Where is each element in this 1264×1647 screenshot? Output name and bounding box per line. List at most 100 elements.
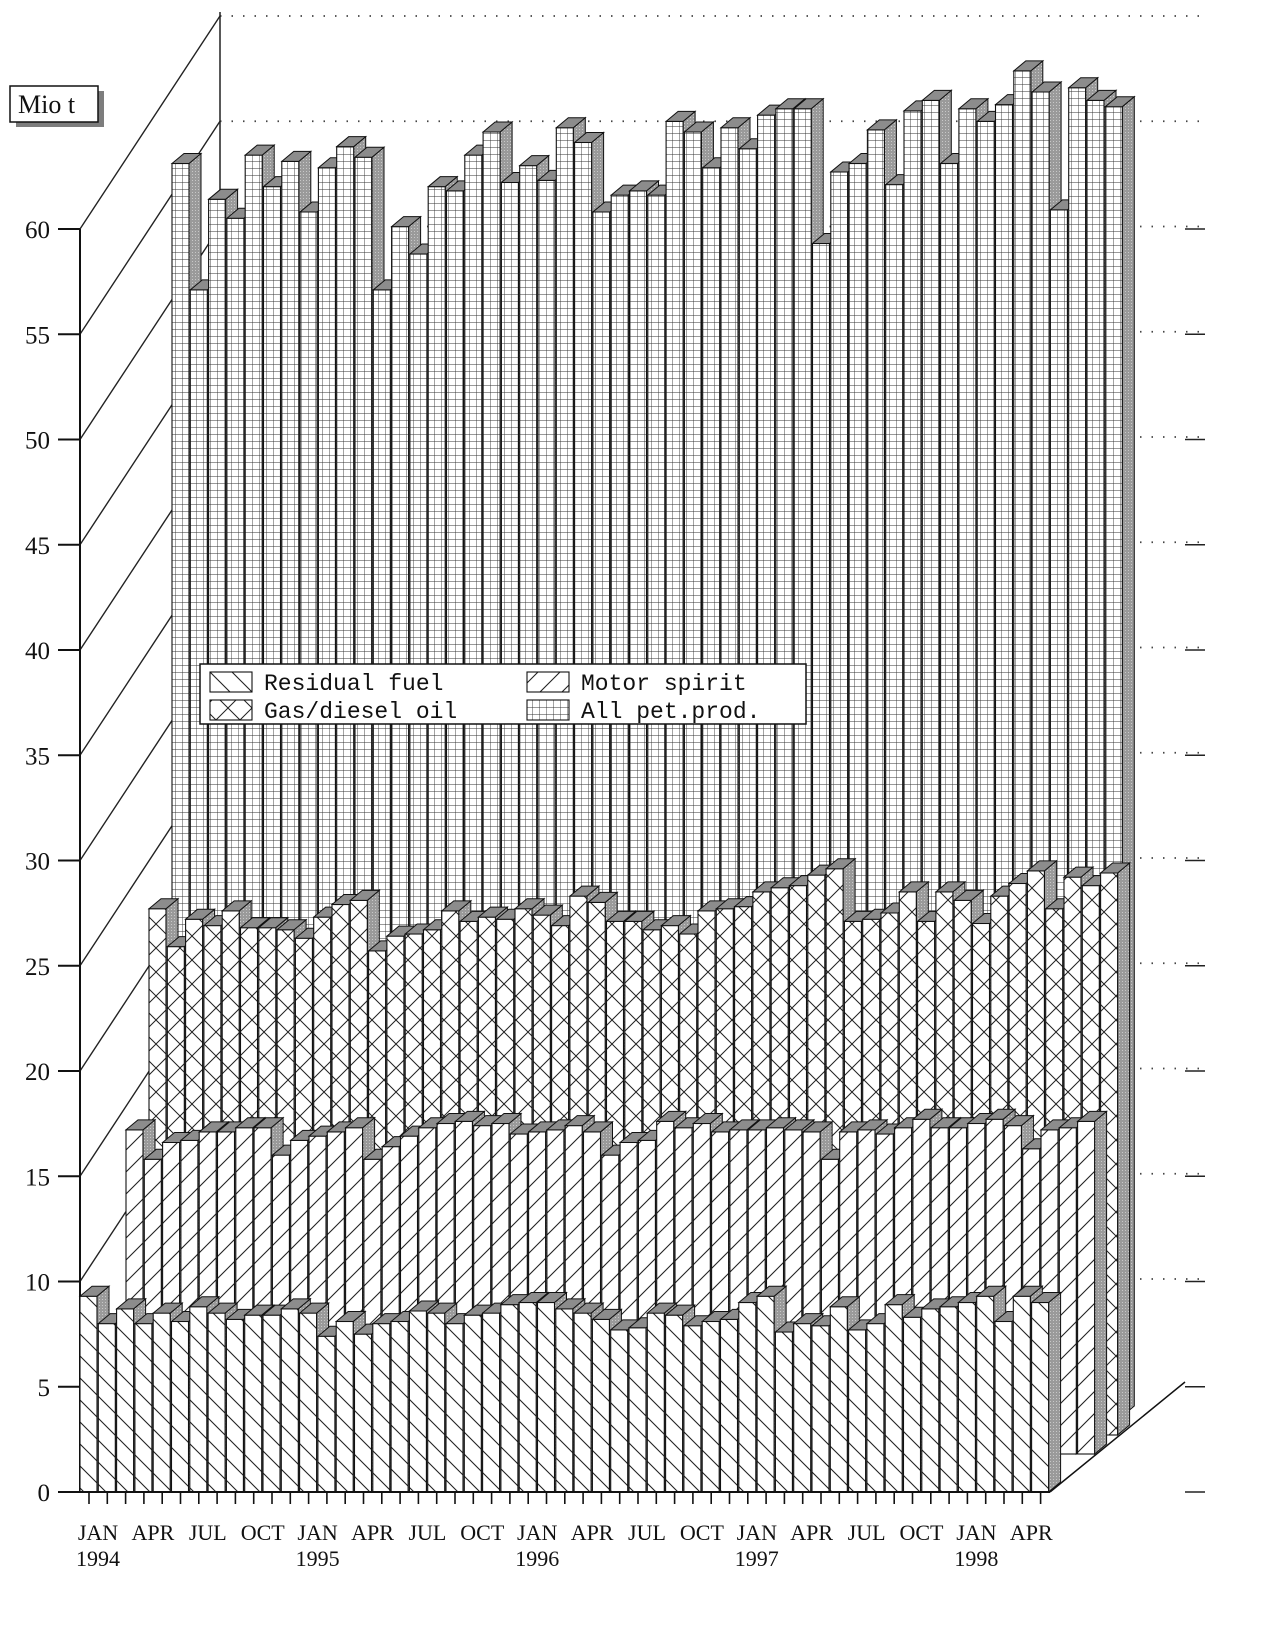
bar-top-face [957, 98, 990, 110]
bar-top-face [765, 1117, 797, 1129]
bar-side-face [1117, 861, 1131, 1437]
bar-front-face [445, 1323, 464, 1493]
bar-top-face [568, 885, 601, 897]
bar-top-face [335, 136, 368, 148]
bar-front-face [646, 1312, 665, 1493]
y-tick-label: 60 [25, 217, 50, 244]
bar-front-face [134, 1323, 153, 1493]
x-tick-label: APR [790, 1520, 833, 1545]
y-tick-label: 5 [38, 1375, 51, 1402]
x-tick-label: OCT [241, 1520, 286, 1545]
bar-top-face [554, 1298, 587, 1310]
bar-top-face [792, 98, 825, 110]
bar-front-face [170, 1320, 190, 1493]
bar-top-face [1011, 1285, 1044, 1297]
legend-label: Residual fuel [264, 671, 443, 697]
x-year-label: 1994 [76, 1546, 120, 1571]
bar-side-face [1048, 1291, 1062, 1494]
bar-top-face [1099, 862, 1131, 874]
legend-label: Gas/diesel oil [264, 699, 457, 725]
bar-front-face [152, 1312, 171, 1493]
bar-top-face [440, 900, 473, 912]
y-tick-label: 20 [25, 1059, 50, 1086]
legend-swatch [526, 671, 570, 693]
bar-top-face [1076, 1110, 1108, 1122]
bar-top-face [774, 98, 807, 110]
bar-top-face [513, 898, 546, 910]
x-tick-label: JUL [189, 1520, 227, 1545]
bar-top-face [481, 121, 514, 133]
bar-top-face [408, 1300, 440, 1312]
bar-front-face [866, 1323, 885, 1493]
x-tick-label: JAN [737, 1520, 777, 1545]
bar-top-face [280, 150, 313, 162]
bar-front-face [335, 1320, 354, 1493]
bar-top-face [78, 1285, 111, 1297]
bar-front-face [701, 1320, 720, 1493]
legend-swatch [526, 699, 570, 721]
bar-front-face [793, 1323, 812, 1493]
bar-top-face [390, 216, 422, 228]
bar-front-face [829, 1306, 848, 1493]
y-tick-label: 0 [38, 1480, 51, 1507]
bar-top-face [1067, 77, 1100, 89]
bar-top-face [344, 1117, 376, 1129]
floor-edge-line [1049, 1381, 1186, 1493]
bar-top-face [1062, 866, 1095, 878]
bar-top-face [683, 121, 715, 133]
bar-top-face [147, 898, 180, 910]
bar-front-face [610, 1329, 629, 1493]
legend-entry: Gas/diesel oil [209, 699, 457, 725]
bar-top-face [197, 1121, 230, 1133]
bar-top-face [124, 1119, 157, 1131]
bar-front-face [628, 1327, 647, 1493]
bar-front-face [390, 1320, 409, 1493]
bar-front-face [976, 1295, 995, 1493]
x-tick-label: JAN [956, 1520, 996, 1545]
x-year-label: 1995 [296, 1546, 340, 1571]
x-tick-label: OCT [680, 1520, 725, 1545]
bar-top-face [824, 858, 857, 870]
bar-top-face [1030, 1292, 1062, 1304]
bar-top-face [1026, 860, 1058, 872]
y-tick-label: 10 [25, 1270, 50, 1297]
bar-top-face [573, 131, 605, 143]
bar-front-face [262, 1314, 281, 1493]
bar-top-face [518, 155, 551, 167]
bar-front-face [884, 1304, 903, 1493]
bar-top-face [151, 1302, 184, 1314]
bar-top-face [353, 146, 386, 158]
legend-entry: Motor spirit [526, 671, 747, 697]
x-tick-label: OCT [900, 1520, 945, 1545]
x-tick-label: JAN [78, 1520, 118, 1545]
bar-front-face [756, 1295, 775, 1493]
bar-top-face [623, 910, 656, 922]
bar-front-face [116, 1308, 135, 1493]
plot-area [78, 59, 1136, 1494]
bar-front-face [97, 1323, 116, 1493]
bar-top-face [582, 1121, 614, 1133]
bar-front-face [1031, 1302, 1050, 1493]
bar-top-face [605, 910, 637, 922]
x-tick-label: APR [132, 1520, 175, 1545]
bar-front-face [408, 1310, 427, 1493]
bar-top-face [691, 1113, 724, 1125]
bar-top-face [628, 180, 660, 192]
legend-swatch [209, 671, 253, 693]
bar-front-face [317, 1335, 336, 1493]
legend-label: Motor spirit [581, 671, 747, 697]
bar-front-face [921, 1308, 940, 1493]
y-tick-label: 35 [25, 743, 50, 770]
bar-top-face [883, 1294, 916, 1306]
y-tick-label: 40 [25, 638, 50, 665]
x-tick-label: OCT [460, 1520, 505, 1545]
bar-front-face [482, 1312, 501, 1493]
bar-top-face [1103, 96, 1136, 108]
x-tick-label: JUL [848, 1520, 886, 1545]
bar-front-face [427, 1312, 446, 1493]
bar-front-face [848, 1329, 867, 1493]
bar-top-face [783, 1119, 816, 1131]
bar-top-face [1030, 81, 1063, 93]
